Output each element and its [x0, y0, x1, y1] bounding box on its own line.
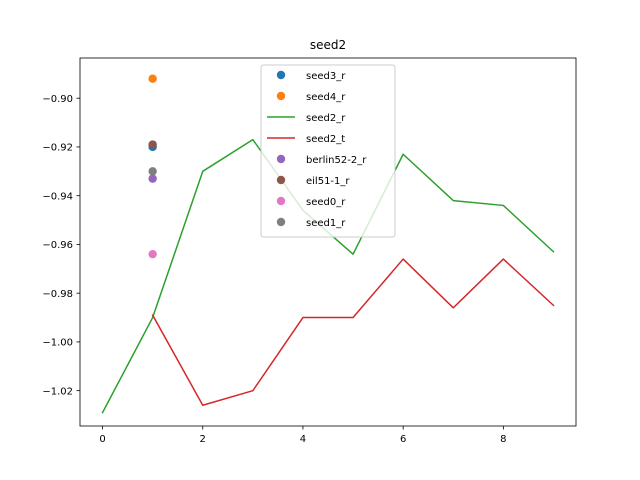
x-tick-label: 0 — [99, 434, 105, 445]
legend-item-seed2-r: seed2_r — [267, 113, 346, 124]
legend-item-seed1-r: seed1_r — [276, 217, 346, 229]
legend-box — [260, 64, 396, 238]
x-tick-label: 8 — [500, 434, 506, 445]
legend-swatch-seed1-r — [276, 217, 286, 227]
legend-item-seed4-r: seed4_r — [276, 91, 346, 103]
axes-frame — [79, 57, 577, 427]
legend-label-seed4-r: seed4_r — [306, 92, 346, 103]
legend-label-seed2-r: seed2_r — [306, 113, 346, 124]
legend-label-seed3-r: seed3_r — [306, 71, 346, 82]
legend-swatch-seed3-r — [276, 70, 286, 80]
y-tick-label: −1.00 — [42, 338, 73, 349]
legend-swatch-eil51-1-r — [276, 175, 286, 185]
legend-swatch-seed4-r — [276, 91, 286, 101]
legend-label-eil51-1-r: eil51-1_r — [306, 176, 350, 187]
y-tick-label: −0.98 — [42, 289, 73, 300]
legend-label-seed2-t: seed2_t — [306, 134, 345, 145]
legend-swatch-berlin52-2-r — [276, 154, 286, 164]
legend-label-berlin52-2-r: berlin52-2_r — [306, 155, 367, 166]
legend-item-seed3-r: seed3_r — [276, 70, 346, 82]
y-tick-label: −0.94 — [42, 191, 73, 202]
data-point-eil51-1-r — [148, 140, 157, 149]
y-tick-label: −0.92 — [42, 143, 73, 154]
data-point-berlin52-2-r — [148, 174, 157, 183]
data-point-seed1-r — [148, 167, 157, 176]
legend-swatch-seed0-r — [276, 196, 286, 206]
data-point-seed4-r — [148, 74, 157, 83]
legend-item-seed2-t: seed2_t — [267, 134, 345, 145]
chart-title: seed2 — [310, 38, 346, 52]
legend-item-seed0-r: seed0_r — [276, 196, 346, 208]
legend-item-eil51-1-r: eil51-1_r — [276, 175, 350, 187]
legend: seed3_r seed4_r seed2_r seed2_t berlin52-2_r… — [260, 64, 396, 238]
y-tick-label: −0.96 — [42, 240, 73, 251]
x-tick-label: 2 — [200, 434, 206, 445]
plot-area: 0 2 4 6 8 −1.02 −1.00 −0.98 −0.96 −0.94 −0.92 −0.90… — [42, 57, 577, 445]
series-line-seed2-t — [151, 258, 555, 407]
y-tick-label: −0.90 — [42, 94, 73, 105]
y-tick-label: −1.02 — [42, 386, 73, 397]
legend-label-seed0-r: seed0_r — [306, 197, 346, 208]
legend-item-berlin52-2-r: berlin52-2_r — [276, 154, 367, 166]
x-tick-label: 4 — [300, 434, 306, 445]
legend-label-seed1-r: seed1_r — [306, 218, 346, 229]
data-point-seed0-r — [148, 249, 157, 259]
x-tick-label: 6 — [400, 434, 406, 445]
